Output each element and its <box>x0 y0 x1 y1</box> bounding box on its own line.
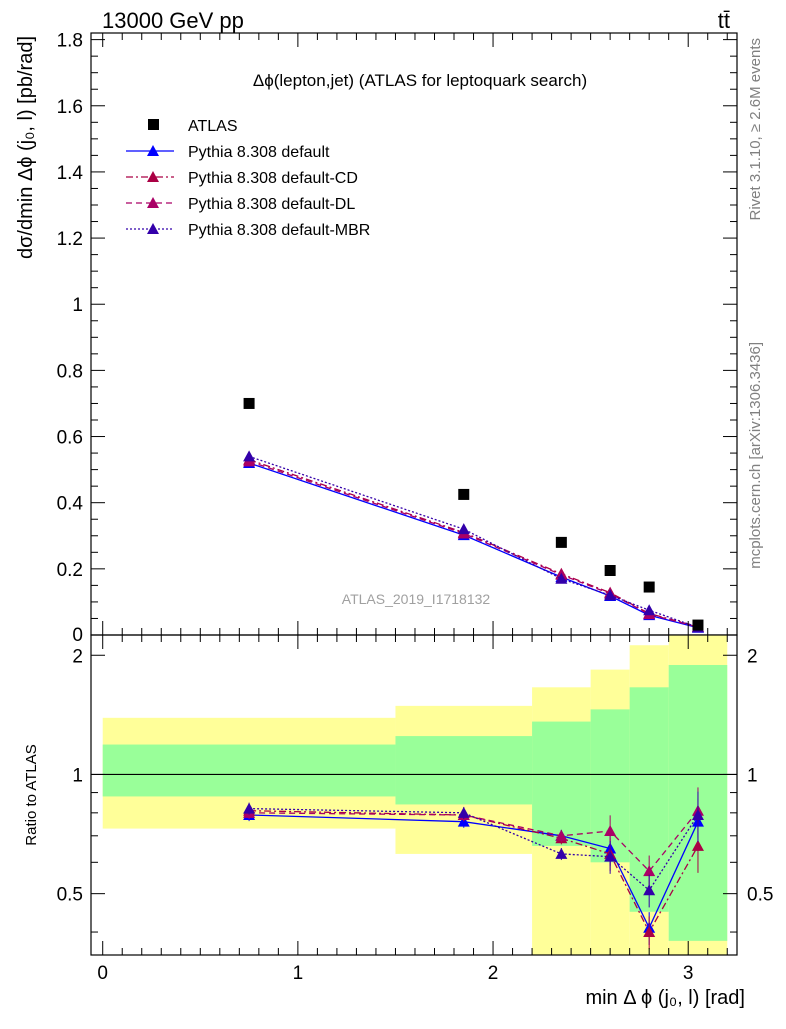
ratio-uncertainty-bands <box>91 635 737 955</box>
main-point-mbr <box>604 589 617 601</box>
mcplots-label: mcplots.cern.ch [arXiv:1306.3436] <box>747 342 764 569</box>
main-point-atlas <box>643 581 655 593</box>
main-point-mbr <box>555 572 568 584</box>
main-y-tick-label: 0.4 <box>57 494 84 515</box>
x-tick-label: 0 <box>97 963 108 984</box>
ratio-band-inner <box>102 744 396 797</box>
ratio-y-tick-label-left: 2 <box>72 646 83 667</box>
main-y-tick-label: 1.4 <box>57 163 84 184</box>
main-y-tick-label: 1.8 <box>57 31 83 52</box>
main-series-line-cd <box>248 459 699 628</box>
legend-marker-atlas <box>148 119 159 130</box>
main-point-atlas <box>692 619 704 631</box>
main-y-tick-label-zero: 0 <box>72 625 83 646</box>
x-tick-label: 3 <box>683 963 694 984</box>
ratio-point-mbr <box>457 806 470 818</box>
ratio-series-line-dl <box>249 810 699 873</box>
legend-label: ATLAS <box>188 118 238 135</box>
main-series-line-mbr <box>248 455 699 629</box>
ratio-point-mbr <box>691 808 704 820</box>
ratio-point-mbr <box>243 802 256 814</box>
main-point-atlas <box>604 565 616 576</box>
main-y-tick-label: 1.2 <box>57 229 83 250</box>
legend-label: Pythia 8.308 default <box>188 144 330 161</box>
main-y-tick-label: 0.2 <box>57 560 83 581</box>
process-label: tt̄ <box>718 8 730 33</box>
analysis-id-label: ATLAS_2019_I1718132 <box>342 591 491 607</box>
rivet-label: Rivet 3.1.10, ≥ 2.6M events <box>747 38 764 221</box>
main-point-mbr <box>243 450 256 462</box>
main-point-mbr <box>643 604 656 616</box>
x-tick-label: 1 <box>293 963 304 984</box>
main-point-atlas <box>458 488 470 500</box>
legend-marker-cd <box>147 171 159 182</box>
main-y-tick-label: 1.6 <box>57 97 83 118</box>
ratio-y-axis-title: Ratio to ATLAS <box>23 744 40 845</box>
x-axis-title: min Δ ϕ (j₀, l) [rad] <box>585 987 745 1009</box>
legend: ATLAS Pythia 8.308 default Pythia 8.308 de… <box>126 118 370 239</box>
ratio-point-dl <box>643 865 656 877</box>
plot-title: Δϕ(lepton,jet) (ATLAS for leptoquark sea… <box>253 71 587 90</box>
ratio-band-inner <box>532 721 591 846</box>
ratio-y-tick-label-right: 1 <box>747 765 758 786</box>
main-panel-marks <box>243 397 704 633</box>
ratio-point-dl <box>604 824 617 836</box>
energy-label: 13000 GeV pp <box>102 8 244 33</box>
ratio-point-mbr <box>604 850 617 862</box>
main-y-axis-title: dσ/dmin Δϕ (j₀, l) [pb/rad] <box>15 36 37 259</box>
ratio-y-tick-label-left: 1 <box>72 765 83 786</box>
main-point-atlas <box>243 397 255 409</box>
ratio-y-tick-label-left: 0.5 <box>57 885 83 906</box>
ratio-point-mbr <box>643 884 656 896</box>
ratio-band-inner <box>395 736 533 805</box>
x-tick-label: 2 <box>488 963 499 984</box>
ratio-panel-frame: 0.5 0.5 1 1 2 2 0 1 2 3 <box>57 634 773 984</box>
legend-marker-mbr <box>147 223 159 234</box>
main-y-tick-label: 0.8 <box>57 361 83 382</box>
main-point-mbr <box>457 523 470 535</box>
ratio-point-mbr <box>555 847 568 859</box>
legend-label: Pythia 8.308 default-DL <box>188 196 355 213</box>
legend-marker-default <box>147 145 159 156</box>
ratio-y-tick-label-right: 0.5 <box>747 885 773 906</box>
legend-label: Pythia 8.308 default-MBR <box>188 222 370 239</box>
legend-label: Pythia 8.308 default-CD <box>188 170 358 187</box>
ratio-point-cd <box>643 926 656 938</box>
ratio-point-dl <box>555 829 568 841</box>
ratio-series-line-mbr <box>249 807 699 892</box>
main-y-tick-label: 0.6 <box>57 428 83 449</box>
main-point-atlas <box>555 536 567 548</box>
ratio-y-tick-label-right: 2 <box>747 646 758 667</box>
ratio-panel-marks <box>243 787 704 950</box>
ratio-series-line-default <box>249 814 699 930</box>
ratio-point-default <box>457 815 470 827</box>
legend-marker-dl <box>147 197 159 208</box>
main-y-tick-label: 1 <box>72 295 83 316</box>
ratio-panel-border <box>90 634 738 956</box>
ratio-series-line-cd <box>249 810 699 934</box>
ratio-point-cd <box>691 839 704 851</box>
